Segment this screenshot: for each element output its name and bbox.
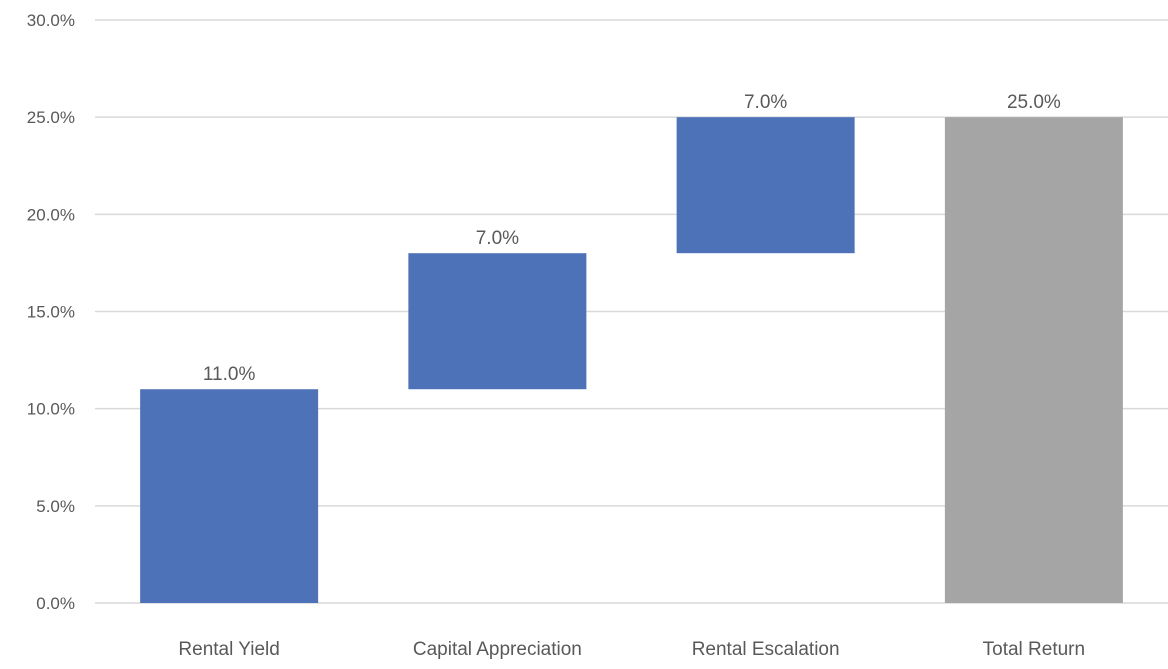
bar-total-return — [944, 117, 1123, 604]
x-tick-label: Rental Yield — [178, 639, 279, 660]
x-tick-label: Total Return — [983, 639, 1085, 660]
y-tick-label: 5.0% — [36, 497, 75, 516]
y-tick-label: 0.0% — [36, 594, 75, 613]
data-label: 25.0% — [1007, 92, 1061, 113]
bar-rental-escalation — [676, 117, 855, 254]
x-tick-label: Capital Appreciation — [413, 639, 582, 660]
data-label: 11.0% — [203, 364, 256, 385]
y-tick-label: 10.0% — [27, 400, 75, 419]
y-tick-label: 20.0% — [27, 205, 75, 224]
bar-capital-appreciation — [408, 253, 587, 390]
bar-rental-yield — [140, 389, 319, 603]
data-label: 7.0% — [744, 92, 787, 113]
data-label: 7.0% — [476, 228, 519, 249]
y-tick-label: 15.0% — [27, 303, 75, 322]
x-tick-label: Rental Escalation — [692, 639, 840, 660]
y-tick-label: 25.0% — [27, 108, 75, 127]
y-tick-label: 30.0% — [27, 11, 75, 30]
